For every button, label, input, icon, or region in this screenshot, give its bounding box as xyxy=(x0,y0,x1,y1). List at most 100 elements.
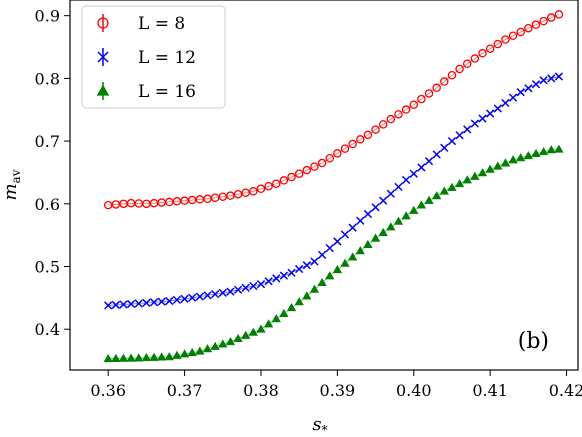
x-tick-label: 0.41 xyxy=(472,381,508,400)
data-point xyxy=(363,239,373,248)
data-point xyxy=(225,337,236,346)
data-point xyxy=(393,216,404,225)
data-point xyxy=(501,98,510,108)
data-point xyxy=(241,188,250,197)
data-point xyxy=(485,44,495,53)
data-point xyxy=(531,148,541,158)
data-point xyxy=(477,168,488,177)
data-point xyxy=(347,252,358,261)
data-point xyxy=(126,299,136,309)
data-point xyxy=(179,349,190,358)
data-point xyxy=(195,346,205,355)
data-point xyxy=(524,23,533,33)
data-point xyxy=(310,257,319,266)
data-point xyxy=(157,297,166,306)
data-point xyxy=(524,84,533,93)
data-point xyxy=(348,223,357,232)
data-point xyxy=(111,353,121,362)
data-point xyxy=(432,83,441,93)
data-point xyxy=(531,80,541,89)
data-point xyxy=(287,268,296,277)
data-point xyxy=(439,186,449,195)
data-point xyxy=(272,274,281,283)
legend-item: L = 8 xyxy=(97,14,185,34)
data-point xyxy=(302,165,312,175)
data-point xyxy=(332,264,343,274)
data-point xyxy=(386,114,396,124)
data-point xyxy=(547,13,556,22)
data-point xyxy=(195,292,204,301)
data-point xyxy=(134,353,144,362)
y-tick-label: 0.6 xyxy=(35,195,60,214)
data-point xyxy=(317,158,327,168)
data-point xyxy=(417,94,426,104)
data-point xyxy=(462,175,472,184)
data-point xyxy=(119,300,128,309)
data-point xyxy=(180,294,189,303)
x-tick-label: 0.42 xyxy=(549,381,582,400)
y-axis-label: mav xyxy=(0,169,23,200)
data-point xyxy=(378,227,388,237)
data-point xyxy=(249,187,258,196)
data-point xyxy=(134,299,143,308)
data-point xyxy=(256,184,266,194)
data-point xyxy=(508,93,518,102)
data-point xyxy=(409,205,419,214)
data-point xyxy=(478,49,487,58)
data-point xyxy=(233,333,243,343)
series-line xyxy=(108,148,559,360)
data-point xyxy=(272,179,281,188)
data-point xyxy=(340,144,350,153)
data-point xyxy=(295,264,304,274)
y-tick-label: 0.7 xyxy=(35,132,60,151)
data-point xyxy=(256,324,266,333)
data-point xyxy=(356,216,365,225)
legend-item: L = 16 xyxy=(96,82,196,102)
data-point xyxy=(394,182,403,192)
series-line xyxy=(108,14,560,206)
y-tick-label: 0.5 xyxy=(35,258,60,277)
data-point xyxy=(386,189,395,198)
data-point xyxy=(462,59,472,69)
legend-marker xyxy=(97,17,109,29)
data-point xyxy=(455,131,464,140)
data-point xyxy=(546,145,556,154)
data-point xyxy=(363,130,373,140)
series-line xyxy=(108,76,559,306)
data-point xyxy=(538,147,549,156)
data-point xyxy=(401,211,411,220)
data-point xyxy=(187,347,197,357)
data-point xyxy=(547,74,556,83)
data-point xyxy=(554,72,564,81)
data-point xyxy=(157,352,167,361)
legend-label: L = 12 xyxy=(138,48,196,68)
legend-item: L = 12 xyxy=(97,48,196,68)
legend-marker xyxy=(97,51,109,63)
data-point xyxy=(203,291,212,300)
data-point xyxy=(294,297,304,306)
data-point xyxy=(409,100,419,109)
data-point xyxy=(355,246,365,255)
data-point xyxy=(371,203,380,212)
y-tick-label: 0.9 xyxy=(35,7,60,26)
data-point xyxy=(501,35,510,44)
y-axis-ticks: 0.4 0.5 0.6 0.7 0.8 0.9 xyxy=(35,7,70,339)
y-tick-label: 0.8 xyxy=(35,69,60,88)
data-point xyxy=(378,120,388,129)
series-2 xyxy=(104,72,564,310)
data-point xyxy=(241,330,251,339)
data-point xyxy=(508,155,518,164)
data-point xyxy=(202,344,213,353)
data-point xyxy=(218,339,228,348)
legend-marker xyxy=(96,84,110,96)
data-point xyxy=(379,196,388,205)
x-tick-label: 0.39 xyxy=(320,381,356,400)
plot-frame xyxy=(69,0,579,371)
x-tick-label: 0.40 xyxy=(396,381,432,400)
data-point xyxy=(317,277,327,287)
data-point xyxy=(165,296,174,306)
data-point xyxy=(264,277,273,286)
data-point xyxy=(447,182,457,191)
x-tick-label: 0.36 xyxy=(90,381,126,400)
data-point xyxy=(233,285,243,294)
